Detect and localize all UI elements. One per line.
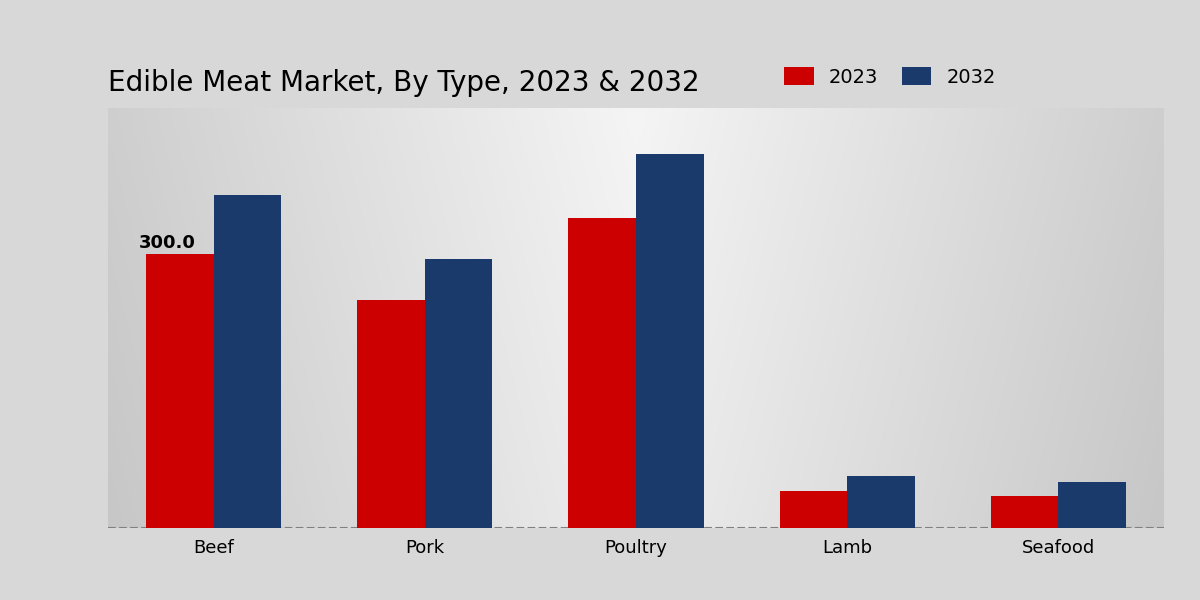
Bar <box>636 154 703 528</box>
Bar <box>991 496 1058 528</box>
Text: Edible Meat Market, By Type, 2023 & 2032: Edible Meat Market, By Type, 2023 & 2032 <box>108 70 700 97</box>
Bar <box>1058 482 1126 528</box>
Bar <box>358 300 425 528</box>
Legend: 2023, 2032: 2023, 2032 <box>785 67 996 86</box>
Bar <box>146 254 214 528</box>
Bar <box>425 259 492 528</box>
Bar <box>847 476 914 528</box>
Text: 300.0: 300.0 <box>139 234 196 252</box>
Bar <box>569 218 636 528</box>
Bar <box>780 491 847 528</box>
Bar <box>214 195 281 528</box>
